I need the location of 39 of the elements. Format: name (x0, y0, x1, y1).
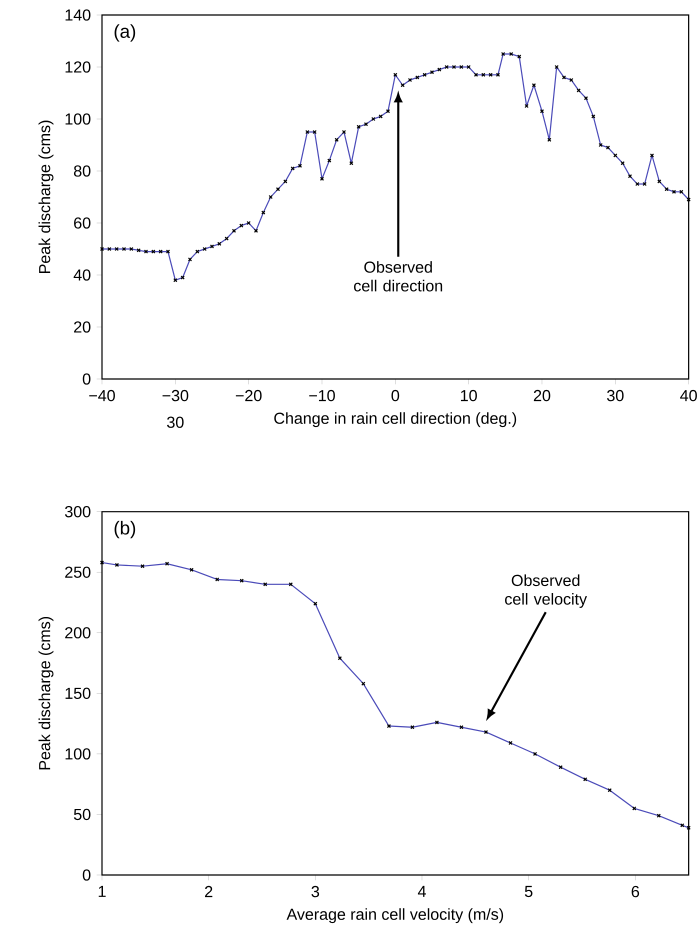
annotation: Observed cell velocity (505, 574, 588, 608)
x-tick-label: 3 (311, 886, 320, 898)
chart-title: (b) (114, 520, 136, 538)
x-tick-label: −40 (89, 390, 115, 402)
x-tick-label: 30 (607, 390, 624, 402)
x-tick-label: −20 (236, 390, 262, 402)
y-tick-label: 50 (74, 808, 90, 820)
y-tick-label: 40 (74, 269, 90, 281)
x-tick-label: 5 (524, 886, 532, 898)
y-tick-label: 20 (74, 321, 90, 333)
y-tick-label: 200 (65, 627, 90, 638)
x-tick-label: 40 (680, 390, 697, 402)
text: 30 (167, 416, 184, 428)
chart-title: (a) (114, 24, 136, 42)
x-tick-label: 1 (98, 886, 106, 897)
x-tick-label: −30 (162, 390, 188, 402)
x-axis-title: Change in rain cell direction (deg.) (274, 412, 516, 428)
x-axis-title: Average rain cell velocity (m/s) (286, 908, 504, 924)
x-tick-label: 20 (534, 390, 550, 402)
y-tick-label: 300 (64, 506, 90, 518)
y-tick-label: 60 (74, 217, 90, 229)
y-tick-label: 0 (82, 869, 90, 881)
x-tick-label: 0 (392, 390, 400, 402)
x-tick-label: 10 (460, 390, 477, 402)
x-tick-label: 4 (418, 886, 426, 897)
y-tick-label: 100 (66, 748, 90, 760)
y-tick-label: 120 (66, 61, 90, 73)
y-tick-label: 140 (66, 9, 90, 21)
x-tick-label: 6 (632, 886, 640, 898)
y-axis-title: Peak discharge (cms) (38, 120, 54, 274)
y-axis-title: Peak discharge (cms) (38, 617, 54, 770)
annotation: Observed cell direction (354, 261, 442, 292)
y-tick-label: 80 (74, 165, 90, 177)
x-tick-label: −10 (309, 390, 335, 402)
y-tick-label: 0 (82, 373, 90, 385)
y-tick-label: 250 (65, 566, 90, 578)
y-tick-label: 150 (66, 688, 90, 699)
x-tick-label: 2 (205, 886, 212, 898)
y-tick-label: 100 (66, 113, 90, 125)
